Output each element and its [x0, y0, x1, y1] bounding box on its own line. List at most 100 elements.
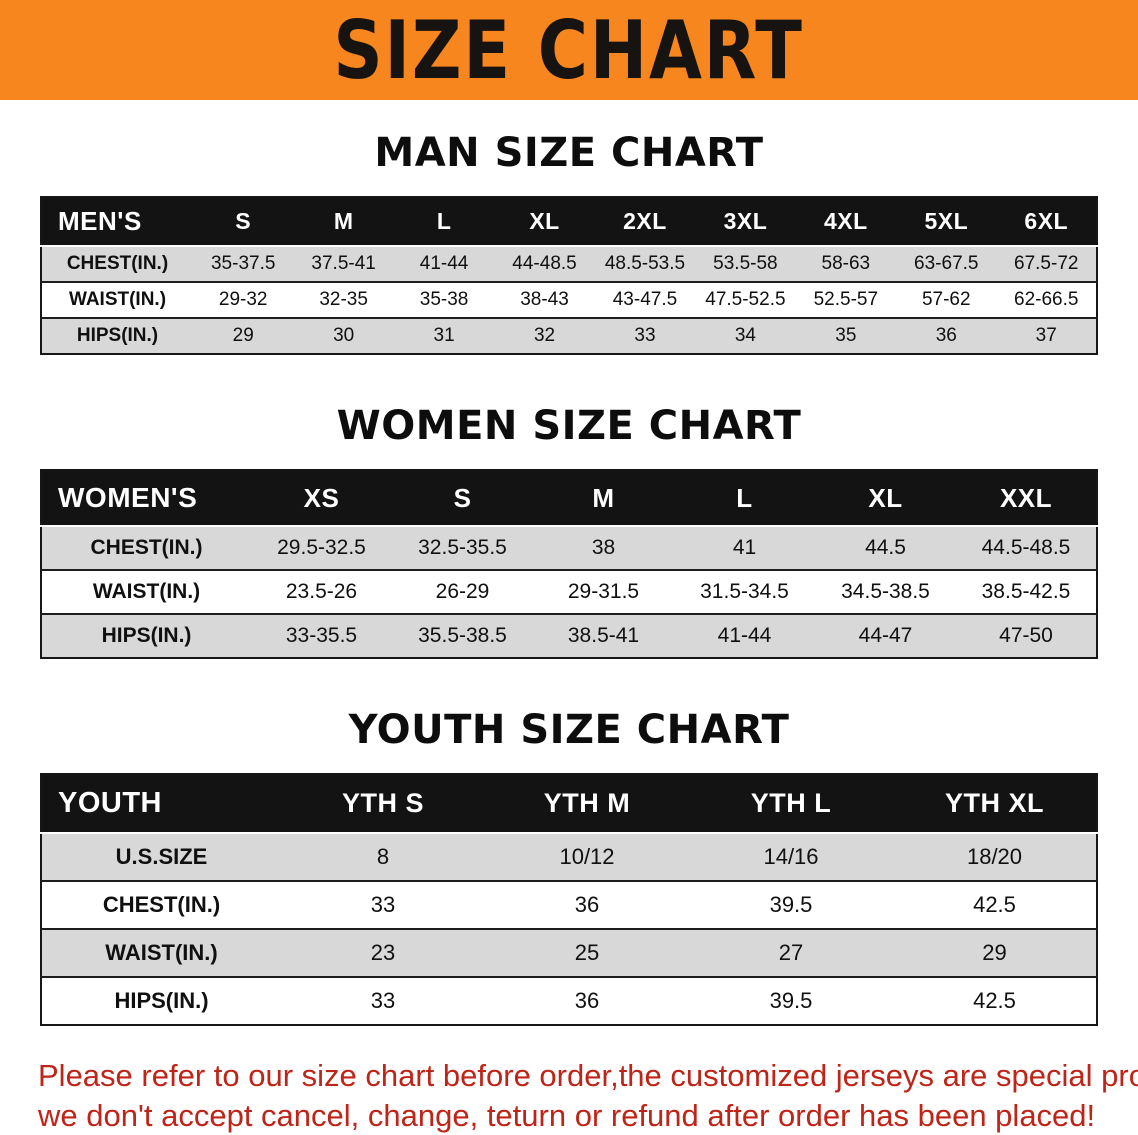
row-label-cell: WAIST(IN.): [92, 580, 201, 603]
value-cell: 35.5-38.5: [418, 624, 507, 647]
value-cell: 48.5-53.5: [604, 253, 686, 274]
value-cell: 18/20: [966, 844, 1023, 869]
row-label-cell: CHEST(IN.): [90, 536, 203, 559]
table-header-row: MEN'S S M L XL 2XL 3XL 4XL 5XL 6XL: [41, 197, 1097, 247]
table-header-row: WOMEN'S XS S M L XL XXL: [41, 470, 1097, 527]
youth-size-section: YOUTH SIZE CHART YOUTH YTH S YTH M YTH L YTH…: [0, 707, 1138, 1026]
value-cell: 35: [835, 325, 857, 346]
size-header-cell: YTH L: [689, 774, 893, 834]
measurement-row: HIPS(IN.) 33-35.5 35.5-38.5 38.5-41 41-44 44-…: [41, 614, 1097, 658]
value-cell: 41-44: [419, 253, 469, 274]
banner: SIZE CHART: [0, 0, 1138, 100]
size-header-cell: 6XL: [996, 197, 1097, 247]
measurement-row: U.S.SIZE 8 10/12 14/16 18/20: [41, 833, 1097, 881]
value-cell: 23.5-26: [285, 580, 358, 603]
value-cell: 44.5-48.5: [981, 536, 1071, 559]
value-cell: 37.5-41: [311, 253, 376, 274]
size-header-cell: XL: [494, 197, 595, 247]
value-cell: 10/12: [559, 844, 615, 869]
value-cell: 43-47.5: [612, 289, 678, 310]
value-cell: 36: [935, 325, 957, 346]
value-cell: 62-66.5: [1014, 289, 1079, 310]
value-cell: 32-35: [319, 289, 368, 310]
value-cell: 26-29: [435, 580, 490, 603]
value-cell: 67.5-72: [1014, 253, 1079, 274]
value-cell: 27: [778, 940, 804, 965]
measurement-row: HIPS(IN.) 29 30 31 32 33 34 35 36 37: [41, 318, 1097, 354]
women-section-heading: WOMEN SIZE CHART: [336, 403, 802, 449]
row-label-cell: HIPS(IN.): [101, 624, 192, 647]
men-size-section: MAN SIZE CHART MEN'S S M L XL 2XL 3XL 4XL 5XL 6XL…: [0, 130, 1138, 355]
disclaimer: Please refer to our size chart before or…: [38, 1056, 1138, 1135]
value-cell: 47.5-52.5: [705, 289, 786, 310]
value-cell: 33: [634, 325, 656, 346]
measurement-row: HIPS(IN.) 33 36 39.5 42.5: [41, 977, 1097, 1025]
value-cell: 41-44: [717, 624, 772, 647]
value-cell: 25: [574, 940, 600, 965]
measurement-row: CHEST(IN.) 33 36 39.5 42.5: [41, 881, 1097, 929]
measurement-row: CHEST(IN.) 35-37.5 37.5-41 41-44 44-48.5 48.5…: [41, 246, 1097, 282]
value-cell: 31.5-34.5: [700, 580, 789, 603]
value-cell: 38: [591, 536, 616, 559]
value-cell: 31: [433, 325, 455, 346]
size-header-cell: XS: [251, 470, 392, 527]
size-header-cell: YTH S: [281, 774, 485, 834]
women-size-table: WOMEN'S XS S M L XL XXL CHEST(IN.) 29.5-32.5 32.5…: [40, 469, 1098, 659]
value-cell: 41: [732, 536, 757, 559]
women-size-section: WOMEN SIZE CHART WOMEN'S XS S M L XL XXL CHEST(…: [0, 403, 1138, 659]
table-title-cell: MEN'S: [41, 197, 193, 247]
row-label-cell: CHEST(IN.): [66, 253, 169, 274]
value-cell: 34: [734, 325, 756, 346]
table-title-cell: YOUTH: [41, 774, 281, 834]
size-header-cell: S: [392, 470, 533, 527]
measurement-row: WAIST(IN.) 23.5-26 26-29 29-31.5 31.5-34.5 34…: [41, 570, 1097, 614]
value-cell: 33: [370, 892, 396, 917]
men-section-heading: MAN SIZE CHART: [374, 130, 764, 176]
value-cell: 32: [533, 325, 556, 346]
value-cell: 29-31.5: [567, 580, 640, 603]
value-cell: 38.5-42.5: [981, 580, 1071, 603]
value-cell: 30: [333, 325, 355, 346]
value-cell: 36: [574, 892, 600, 917]
disclaimer-line-1: Please refer to our size chart before or…: [38, 1058, 1138, 1093]
value-cell: 38.5-41: [567, 624, 640, 647]
value-cell: 38-43: [520, 289, 569, 310]
men-size-table: MEN'S S M L XL 2XL 3XL 4XL 5XL 6XL CHEST(IN.) 35-37…: [40, 196, 1098, 355]
measurement-row: CHEST(IN.) 29.5-32.5 32.5-35.5 38 41 44.5 44.5…: [41, 526, 1097, 570]
youth-size-table: YOUTH YTH S YTH M YTH L YTH XL U.S.SIZE 8 10/12…: [40, 773, 1098, 1026]
size-header-cell: YTH M: [485, 774, 689, 834]
value-cell: 52.5-57: [813, 289, 879, 310]
value-cell: 42.5: [973, 892, 1016, 917]
row-label-cell: HIPS(IN.): [114, 988, 209, 1013]
size-header-cell: S: [193, 197, 294, 247]
table-header-row: YOUTH YTH S YTH M YTH L YTH XL: [41, 774, 1097, 834]
value-cell: 29.5-32.5: [277, 536, 366, 559]
value-cell: 32.5-35.5: [418, 536, 507, 559]
row-label-cell: HIPS(IN.): [76, 325, 159, 346]
page-title: SIZE CHART: [333, 2, 805, 98]
table-title-cell: WOMEN'S: [41, 470, 251, 527]
value-cell: 33-35.5: [285, 624, 358, 647]
value-cell: 23: [370, 940, 396, 965]
value-cell: 35-38: [419, 289, 469, 310]
value-cell: 8: [376, 844, 390, 869]
value-cell: 37: [1035, 325, 1057, 346]
value-cell: 63-67.5: [914, 253, 979, 274]
size-header-cell: 3XL: [695, 197, 796, 247]
measurement-row: WAIST(IN.) 29-32 32-35 35-38 38-43 43-47.5 47.…: [41, 282, 1097, 318]
value-cell: 14/16: [763, 844, 819, 869]
value-cell: 39.5: [769, 988, 813, 1013]
value-cell: 42.5: [973, 988, 1016, 1013]
value-cell: 33: [370, 988, 396, 1013]
disclaimer-line-2: we don't accept cancel, change, teturn o…: [38, 1097, 1096, 1133]
value-cell: 57-62: [921, 289, 971, 310]
value-cell: 47-50: [999, 624, 1053, 647]
size-header-cell: XL: [815, 470, 956, 527]
value-cell: 34.5-38.5: [841, 580, 930, 603]
size-header-cell: YTH XL: [893, 774, 1097, 834]
size-header-cell: XXL: [956, 470, 1097, 527]
size-header-cell: 5XL: [896, 197, 997, 247]
size-header-cell: M: [533, 470, 674, 527]
measurement-row: WAIST(IN.) 23 25 27 29: [41, 929, 1097, 977]
row-label-cell: CHEST(IN.): [102, 892, 221, 917]
